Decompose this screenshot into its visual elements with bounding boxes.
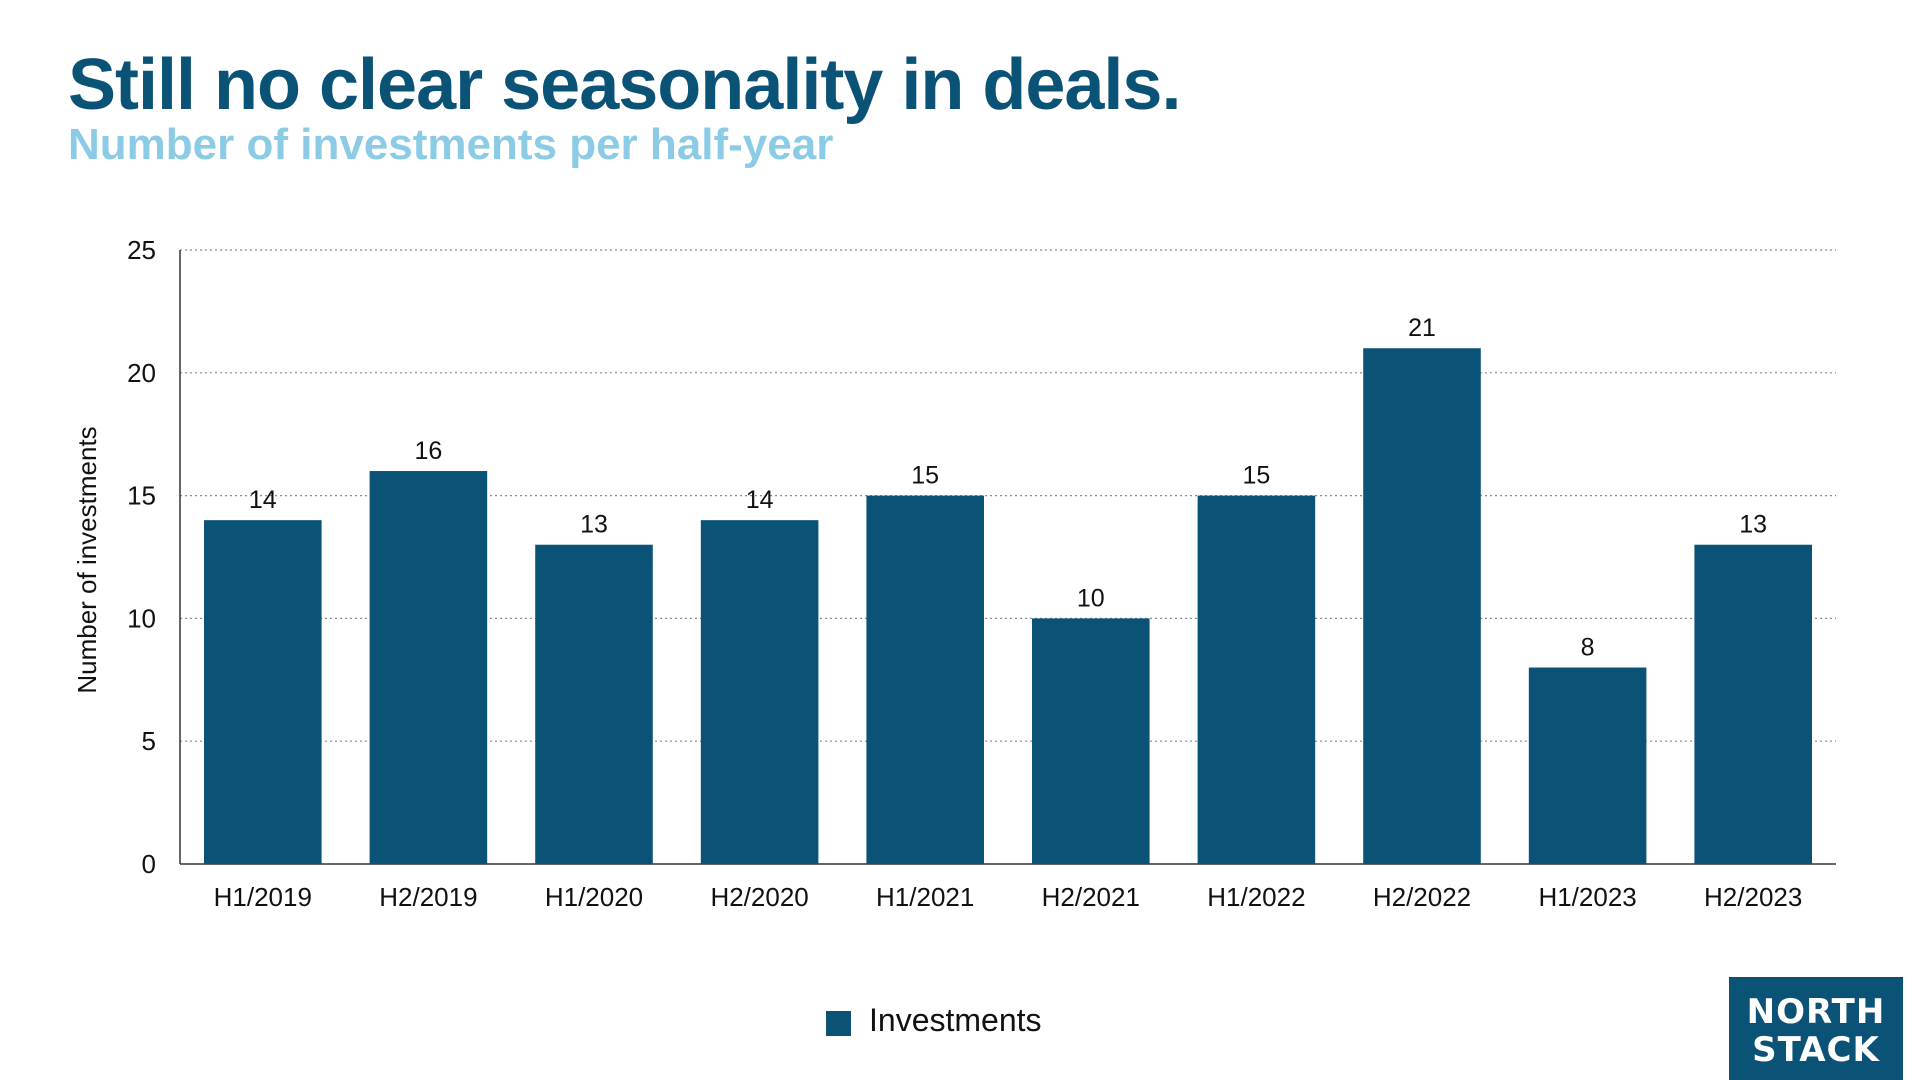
y-tick-label: 15 [127,481,156,511]
north-stack-logo: NORTH STACK [1729,977,1903,1080]
y-tick-label: 5 [142,726,156,756]
bar-H2/2019 [369,471,488,864]
bar-H2/2020 [700,520,819,864]
data-label-H1/2022: 15 [1242,462,1270,490]
data-label-H1/2020: 13 [580,511,608,539]
y-tick-label: 25 [127,235,156,265]
y-axis-label: Number of investments [72,426,102,693]
bars [204,348,1812,864]
data-label-H1/2021: 15 [911,462,939,490]
bar-H2/2023 [1694,544,1812,864]
bar-H2/2022 [1363,348,1481,864]
legend: Investments [826,1002,1042,1039]
bar-H2/2021 [1032,618,1150,864]
data-label-H2/2020: 14 [746,486,774,514]
logo-line-1: NORTH [1746,991,1886,1032]
chart-title: Still no clear seasonality in deals. [68,45,1181,125]
x-tick-label: H2/2020 [710,882,808,912]
data-label-H1/2023: 8 [1581,634,1595,662]
bar-H1/2023 [1528,667,1647,864]
bar-H1/2022 [1197,495,1316,864]
y-tick-label: 0 [142,849,156,879]
data-label-H2/2021: 10 [1077,584,1105,612]
data-label-H2/2022: 21 [1408,314,1436,342]
data-label-H2/2019: 16 [414,437,442,465]
x-tick-label: H1/2023 [1538,882,1636,912]
bar-H1/2019 [204,520,322,864]
data-label-H2/2023: 13 [1739,511,1767,539]
x-tick-label: H2/2022 [1373,882,1471,912]
tick-labels: 0 5 10 15 20 25 H1/2019 H2/2019 H1/2020 H2/2020 H1… [127,235,1802,912]
x-tick-label: H2/2019 [379,882,477,912]
x-tick-label: H1/2020 [545,882,643,912]
x-tick-label: H1/2021 [876,882,974,912]
data-label-H1/2019: 14 [249,486,277,514]
chart-subtitle: Number of investments per half-year [68,120,834,169]
x-tick-label: H2/2023 [1704,882,1802,912]
data-labels: 14 16 13 14 15 10 15 21 8 13 [249,314,1767,661]
x-tick-label: H1/2019 [214,882,312,912]
bar-H1/2021 [866,495,984,864]
x-tick-label: H1/2022 [1207,882,1305,912]
logo-line-2: STACK [1752,1029,1880,1070]
x-tick-label: H2/2021 [1042,882,1140,912]
legend-swatch [826,1011,851,1036]
y-tick-label: 20 [127,358,156,388]
bar-H1/2020 [535,544,653,864]
legend-label: Investments [869,1002,1042,1038]
y-tick-label: 10 [127,603,156,633]
